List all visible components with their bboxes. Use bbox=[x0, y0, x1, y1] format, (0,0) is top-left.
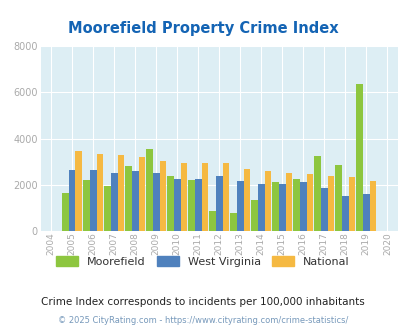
Bar bbox=[96, 154, 103, 231]
Bar bbox=[306, 174, 313, 231]
Bar bbox=[201, 163, 208, 231]
Bar bbox=[173, 179, 180, 231]
Bar bbox=[167, 176, 173, 231]
Bar bbox=[264, 171, 271, 231]
Bar bbox=[83, 180, 90, 231]
Bar bbox=[138, 157, 145, 231]
Bar bbox=[188, 180, 194, 231]
Bar bbox=[356, 84, 362, 231]
Bar bbox=[236, 181, 243, 231]
Bar bbox=[132, 171, 138, 231]
Bar bbox=[313, 156, 320, 231]
Bar bbox=[348, 177, 354, 231]
Bar bbox=[362, 194, 369, 231]
Bar bbox=[194, 179, 201, 231]
Bar bbox=[68, 170, 75, 231]
Bar bbox=[341, 196, 348, 231]
Bar bbox=[104, 186, 111, 231]
Bar bbox=[125, 166, 132, 231]
Bar bbox=[243, 169, 250, 231]
Bar bbox=[369, 181, 375, 231]
Bar bbox=[278, 183, 285, 231]
Bar bbox=[292, 179, 299, 231]
Legend: Moorefield, West Virginia, National: Moorefield, West Virginia, National bbox=[53, 252, 352, 270]
Bar bbox=[251, 200, 257, 231]
Bar bbox=[271, 182, 278, 231]
Bar bbox=[146, 149, 152, 231]
Bar bbox=[75, 151, 82, 231]
Bar bbox=[152, 173, 159, 231]
Bar bbox=[299, 182, 306, 231]
Bar bbox=[117, 155, 124, 231]
Bar bbox=[222, 163, 229, 231]
Bar bbox=[90, 170, 96, 231]
Bar bbox=[230, 213, 236, 231]
Text: © 2025 CityRating.com - https://www.cityrating.com/crime-statistics/: © 2025 CityRating.com - https://www.city… bbox=[58, 316, 347, 325]
Bar bbox=[215, 176, 222, 231]
Bar bbox=[209, 211, 215, 231]
Bar bbox=[62, 193, 68, 231]
Bar bbox=[257, 183, 264, 231]
Bar bbox=[327, 176, 334, 231]
Text: Moorefield Property Crime Index: Moorefield Property Crime Index bbox=[68, 21, 337, 36]
Bar bbox=[159, 160, 166, 231]
Bar bbox=[180, 163, 187, 231]
Bar bbox=[320, 188, 327, 231]
Bar bbox=[285, 173, 292, 231]
Text: Crime Index corresponds to incidents per 100,000 inhabitants: Crime Index corresponds to incidents per… bbox=[41, 297, 364, 307]
Bar bbox=[335, 165, 341, 231]
Bar bbox=[111, 173, 117, 231]
